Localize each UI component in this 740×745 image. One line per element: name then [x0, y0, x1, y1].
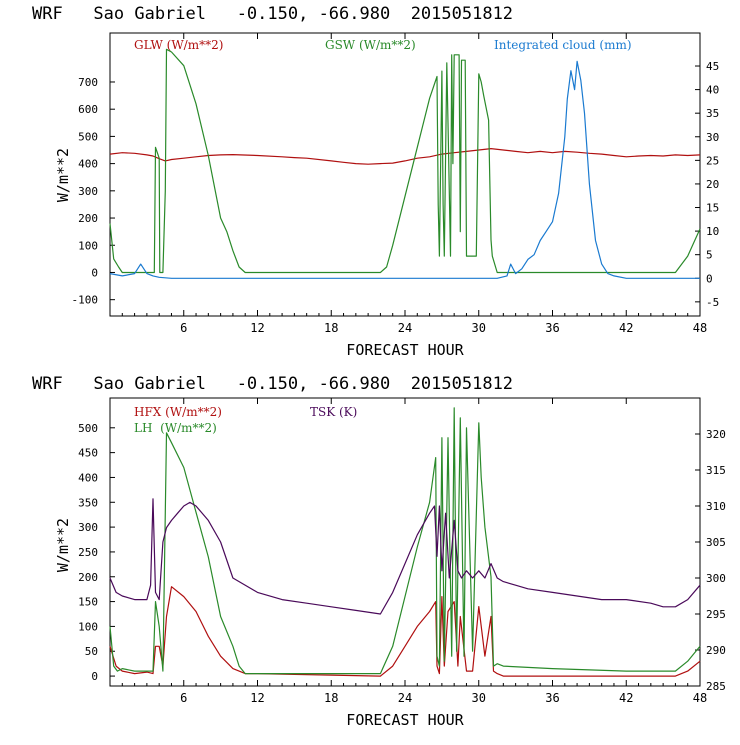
top-xtick-label: 30 [472, 321, 486, 335]
bottom-y2tick-label: 315 [706, 464, 726, 477]
bottom-ytick-label: 150 [78, 596, 98, 609]
top-y2tick-label: 10 [706, 225, 719, 238]
bottom-xtick-label: 6 [180, 691, 187, 705]
top-y2tick-label: 15 [706, 202, 719, 215]
bottom-y2tick-label: 300 [706, 572, 726, 585]
bottom-plot-frame [109, 397, 701, 687]
top-legend-gsw: GSW (W/m**2) [325, 38, 416, 52]
bottom-series-line-0 [109, 586, 701, 677]
top-right-axis: -5 0 5 10 15 20 25 30 35 40 45 [706, 60, 719, 309]
top-y2tick-label: 30 [706, 131, 719, 144]
bottom-ytick-label: 450 [78, 447, 98, 460]
top-ytick-label: 500 [78, 130, 98, 143]
bottom-legend-hfx: HFX (W/m**2) [134, 405, 222, 419]
top-series-line-2 [109, 60, 700, 279]
bottom-series-layer [109, 398, 701, 687]
top-series-line-1 [109, 48, 701, 274]
top-y2tick-label: 20 [706, 178, 719, 191]
bottom-ytick-label: 200 [78, 571, 98, 584]
top-xtick-label: 18 [324, 321, 338, 335]
top-y2tick-label: 25 [706, 154, 719, 167]
bottom-y-axis-title: W/m**2 [54, 518, 72, 572]
bottom-series-line-2 [109, 498, 701, 615]
top-y2tick-label: 0 [706, 272, 713, 285]
bottom-xtick-label: 30 [472, 691, 486, 705]
bottom-ytick-label: 0 [91, 670, 98, 683]
bottom-xtick-label: 18 [324, 691, 338, 705]
bottom-xtick-label: 12 [250, 691, 264, 705]
bottom-y2tick-label: 305 [706, 536, 726, 549]
bottom-ytick-label: 100 [78, 620, 98, 633]
top-left-axis: -100 0 100 200 300 400 500 600 700 [72, 76, 99, 307]
top-ytick-label: 200 [78, 212, 98, 225]
top-y2tick-label: 40 [706, 84, 719, 97]
top-y2tick-label: 35 [706, 107, 719, 120]
bottom-xtick-label: 24 [398, 691, 412, 705]
top-plot-frame [109, 32, 701, 317]
top-ytick-label: 100 [78, 239, 98, 252]
top-ytick-label: 600 [78, 103, 98, 116]
top-ytick-label: 300 [78, 185, 98, 198]
top-y2tick-label: 5 [706, 249, 713, 262]
top-xtick-label: 6 [180, 321, 187, 335]
top-y2tick-label: -5 [706, 296, 719, 309]
bottom-x-axis-title: FORECAST HOUR [346, 711, 464, 729]
top-xtick-label: 48 [693, 321, 707, 335]
bottom-y2tick-label: 295 [706, 608, 726, 621]
top-xtick-label: 42 [619, 321, 633, 335]
panel-bottom: WRF Sao Gabriel -0.150, -66.980 20150518… [32, 374, 726, 729]
top-legend-cloud: Integrated cloud (mm) [494, 38, 632, 52]
top-title: WRF Sao Gabriel -0.150, -66.980 20150518… [32, 4, 513, 24]
top-y2tick-label: 45 [706, 60, 719, 73]
top-xtick-label: 24 [398, 321, 412, 335]
top-x-axis-title: FORECAST HOUR [346, 341, 464, 359]
bottom-y2tick-label: 285 [706, 680, 726, 693]
top-xtick-label: 12 [250, 321, 264, 335]
bottom-y2tick-label: 290 [706, 644, 726, 657]
bottom-series-line-1 [109, 407, 701, 675]
bottom-y2tick-label: 310 [706, 500, 726, 513]
top-x-axis: 6 12 18 24 30 36 42 48 [180, 321, 707, 335]
top-ytick-label: -100 [72, 294, 99, 307]
bottom-title: WRF Sao Gabriel -0.150, -66.980 20150518… [32, 374, 513, 394]
top-ytick-label: 0 [91, 266, 98, 279]
top-series-line-0 [109, 148, 701, 165]
bottom-legend-lh: LH (W/m**2) [134, 421, 217, 435]
bottom-x-axis: 6 12 18 24 30 36 42 48 [180, 691, 707, 705]
bottom-xtick-label: 36 [545, 691, 559, 705]
top-legend-glw: GLW (W/m**2) [134, 38, 223, 52]
bottom-legend-tsk: TSK (K) [310, 405, 357, 419]
bottom-right-axis: 285 290 295 300 305 310 315 320 [706, 428, 726, 693]
bottom-ytick-label: 50 [85, 645, 98, 658]
bottom-ytick-label: 250 [78, 546, 98, 559]
bottom-xtick-label: 48 [693, 691, 707, 705]
bottom-ytick-label: 400 [78, 471, 98, 484]
bottom-xtick-label: 42 [619, 691, 633, 705]
bottom-left-axis: 0 50 100 150 200 250 300 350 400 450 500 [78, 422, 98, 683]
top-ytick-label: 400 [78, 158, 98, 171]
top-series-layer [109, 33, 701, 316]
bottom-ytick-label: 350 [78, 496, 98, 509]
top-ytick-label: 700 [78, 76, 98, 89]
bottom-ytick-label: 500 [78, 422, 98, 435]
top-xtick-label: 36 [545, 321, 559, 335]
top-y-axis-title: W/m**2 [54, 148, 72, 202]
bottom-ytick-label: 300 [78, 521, 98, 534]
panel-top: WRF Sao Gabriel -0.150, -66.980 20150518… [32, 4, 719, 359]
bottom-y2tick-label: 320 [706, 428, 726, 441]
